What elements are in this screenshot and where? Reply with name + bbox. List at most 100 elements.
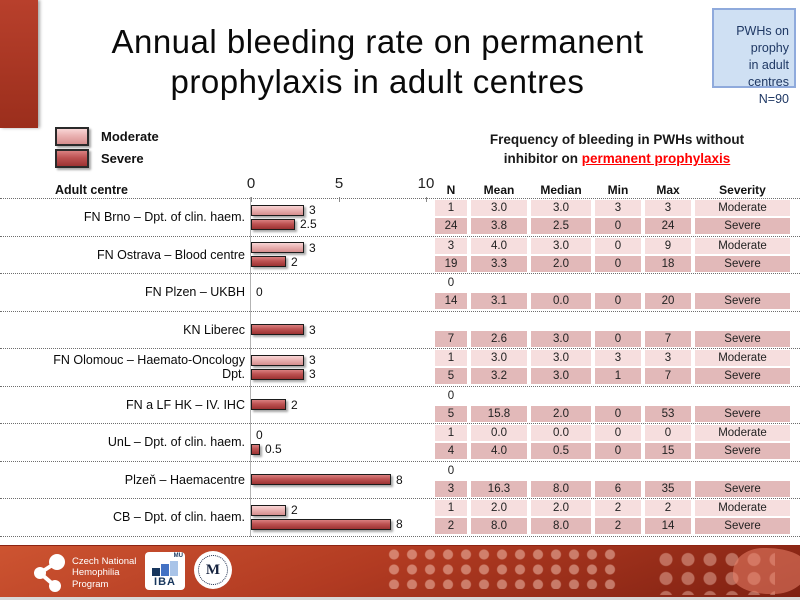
bar-line-severe: 3 <box>251 323 433 337</box>
severe-bar <box>251 518 391 530</box>
severe-swatch-icon <box>55 148 89 168</box>
bar-value-label: 8 <box>396 472 403 487</box>
bar-value-label: 2 <box>291 254 298 269</box>
cnhp-logo: Czech National Hemophilia Program <box>32 552 136 594</box>
cell-median: 3.0 <box>531 200 591 217</box>
centre-group: FN Brno – Dpt. of clin. haem. 3 2.5 1 3.0 3… <box>0 198 800 236</box>
table-row-blank: 0 <box>435 388 790 404</box>
severe-bar <box>251 443 260 455</box>
moderate-bar <box>251 204 304 216</box>
cell-n: 1 <box>435 500 467 517</box>
cell-min <box>595 275 641 291</box>
cell-min: 0 <box>595 405 641 422</box>
centre-bars: 0 <box>251 274 433 311</box>
severe-bar <box>251 399 286 411</box>
column-header-mean: Mean <box>483 183 515 197</box>
cell-min <box>595 463 641 479</box>
cell-min: 0 <box>595 218 641 235</box>
cell-median <box>531 275 591 291</box>
cell-n: 0 <box>447 389 455 402</box>
legend-label-severe: Severe <box>101 150 144 166</box>
cell-min: 0 <box>595 237 641 254</box>
centre-table-rows: 1 3.0 3.0 3 3 Moderate 24 3.8 2.5 0 24 Severe <box>435 199 790 236</box>
cell-median: 2.5 <box>531 218 591 235</box>
cell-min <box>595 388 641 404</box>
university-seal-monogram: M <box>198 555 228 585</box>
info-box-n: N=90 <box>758 92 789 106</box>
centre-table-rows: 1 2.0 2.0 2 2 Moderate 2 8.0 8.0 2 14 Severe <box>435 499 790 536</box>
cell-severity: Moderate <box>695 237 790 254</box>
x-axis-tick-mark <box>339 197 340 202</box>
table-column-headers: N Mean Median Min Max Severity <box>435 183 790 197</box>
cell-min: 6 <box>595 480 641 497</box>
bar-line-moderate: 0 <box>251 428 433 442</box>
centre-bars: 8 <box>251 462 433 499</box>
cell-min: 2 <box>595 500 641 517</box>
centre-table-rows: 0 3 16.3 8.0 6 35 Severe <box>435 462 790 499</box>
cell-n: 14 <box>435 293 467 310</box>
cell-severity <box>695 388 790 404</box>
centre-group: UnL – Dpt. of clin. haem. 0 0.5 1 0.0 0.0 0 0… <box>0 423 800 461</box>
cell-n: 4 <box>435 443 467 460</box>
bar-line-moderate: 2 <box>251 503 433 517</box>
bar-line-moderate: 3 <box>251 353 433 367</box>
cell-max: 7 <box>645 330 691 347</box>
cell-max: 24 <box>645 218 691 235</box>
bar-line-severe: 3 <box>251 367 433 381</box>
centre-group: KN Liberec 3 7 2.6 3.0 0 7 Severe <box>0 310 800 349</box>
cell-max <box>645 275 691 291</box>
table-title-line1: Frequency of bleeding in PWHs without <box>489 132 745 147</box>
bar-line-severe: 8 <box>251 473 433 487</box>
column-header-min: Min <box>607 183 629 197</box>
cell-max <box>645 463 691 479</box>
table-row-severe: 3 16.3 8.0 6 35 Severe <box>435 480 790 497</box>
cell-median: 8.0 <box>531 480 591 497</box>
cell-median: 0.0 <box>531 425 591 442</box>
cell-n: 0 <box>447 464 455 477</box>
bar-line-severe: 2 <box>251 255 433 269</box>
bar-line-severe: 8 <box>251 517 433 531</box>
cell-mean: 4.0 <box>471 443 527 460</box>
cell-median: 8.0 <box>531 518 591 535</box>
cell-severity: Moderate <box>695 350 790 367</box>
severe-bar <box>251 368 304 380</box>
cell-min: 0 <box>595 443 641 460</box>
x-axis-tick-mark <box>251 197 252 202</box>
centre-group: FN Plzen – UKBH 0 0 14 3.1 0.0 0 20 Severe <box>0 273 800 311</box>
table-row-severe: 24 3.8 2.5 0 24 Severe <box>435 218 790 235</box>
bar-value-label: 0 <box>256 285 263 300</box>
cell-max: 0 <box>645 425 691 442</box>
chart-table-body: FN Brno – Dpt. of clin. haem. 3 2.5 1 3.0 3… <box>0 198 800 537</box>
centre-bars: 2 <box>251 387 433 424</box>
table-row-moderate: 3 4.0 3.0 0 9 Moderate <box>435 237 790 254</box>
centre-label: FN Olomouc – Haemato-Oncology Dpt. <box>53 353 245 382</box>
cell-max <box>645 388 691 404</box>
centre-label: UnL – Dpt. of clin. haem. <box>107 435 245 450</box>
centre-label: KN Liberec <box>183 322 245 337</box>
cell-median: 0.5 <box>531 443 591 460</box>
cell-n <box>435 313 467 329</box>
cell-mean: 0.0 <box>471 425 527 442</box>
cell-mean <box>471 463 527 479</box>
cell-severity: Moderate <box>695 425 790 442</box>
centre-bars: 3 <box>251 312 433 349</box>
bar-value-label: 3 <box>309 203 316 218</box>
cell-max: 2 <box>645 500 691 517</box>
cell-severity: Severe <box>695 293 790 310</box>
cell-median <box>531 313 591 329</box>
centre-table-rows: 1 0.0 0.0 0 0 Moderate 4 4.0 0.5 0 15 Severe <box>435 424 790 461</box>
cell-severity: Moderate <box>695 200 790 217</box>
cell-max: 3 <box>645 350 691 367</box>
cell-mean: 15.8 <box>471 405 527 422</box>
cell-severity: Severe <box>695 443 790 460</box>
cell-mean: 3.0 <box>471 200 527 217</box>
cell-median <box>531 463 591 479</box>
cell-n: 5 <box>435 368 467 385</box>
centre-table-rows: 3 4.0 3.0 0 9 Moderate 19 3.3 2.0 0 18 Severe <box>435 237 790 274</box>
cell-median: 2.0 <box>531 405 591 422</box>
iba-logo-text: IBA <box>154 576 176 588</box>
cell-n: 1 <box>435 350 467 367</box>
